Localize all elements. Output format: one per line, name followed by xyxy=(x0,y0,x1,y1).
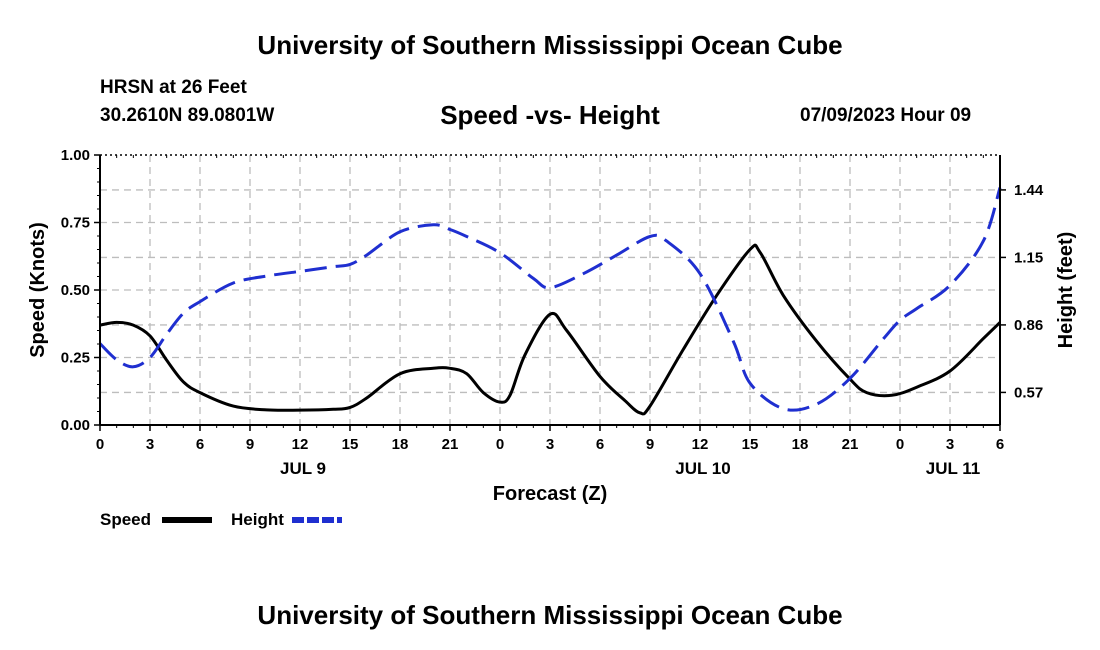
x-tick-label: 6 xyxy=(196,436,204,453)
x-tick-label: 0 xyxy=(496,436,504,453)
forecast-date: 07/09/2023 Hour 09 xyxy=(800,105,972,126)
series-line-height xyxy=(98,187,1002,412)
day-label: JUL 10 xyxy=(675,459,730,478)
footer-title: University of Southern Mississippi Ocean… xyxy=(257,600,843,630)
y-tick-label: 0.25 xyxy=(61,350,90,367)
x-tick-label: 12 xyxy=(692,436,709,453)
x-tick-label: 3 xyxy=(146,436,154,453)
axes xyxy=(94,154,1006,431)
y2-axis-title: Height (feet) xyxy=(1055,232,1077,349)
day-label: JUL 9 xyxy=(280,459,326,478)
x-tick-label: 21 xyxy=(842,436,859,453)
x-tick-label: 18 xyxy=(392,436,409,453)
legend-label-height: Height xyxy=(231,510,284,529)
y2-tick-label: 0.57 xyxy=(1014,384,1043,401)
speed-height-chart: 0 3 6 9 12 15 18 21 0 3 6 9 12 15 18 21 0 3 6 0.00 0.25 0.50 0… xyxy=(27,147,1077,529)
x-tick-label: 6 xyxy=(996,436,1004,453)
x-tick-label: 18 xyxy=(792,436,809,453)
station-label: HRSN at 26 Feet xyxy=(100,77,247,98)
x-tick-label: 9 xyxy=(246,436,254,453)
y2-tick-label: 1.15 xyxy=(1014,249,1043,266)
axis-labels: 0 3 6 9 12 15 18 21 0 3 6 9 12 15 18 21 0 3 6 0.00 0.25 0.50 0… xyxy=(27,147,1077,505)
y2-tick-label: 1.44 xyxy=(1014,182,1044,199)
x-tick-label: 6 xyxy=(596,436,604,453)
y-tick-label: 0.00 xyxy=(61,417,90,434)
x-tick-label: 9 xyxy=(646,436,654,453)
x-axis-title: Forecast (Z) xyxy=(493,483,607,505)
y-axis-title: Speed (Knots) xyxy=(27,222,49,358)
x-tick-label: 3 xyxy=(546,436,554,453)
series-layer xyxy=(98,187,1002,416)
x-tick-label: 15 xyxy=(742,436,759,453)
x-tick-label: 0 xyxy=(896,436,904,453)
x-tick-label: 21 xyxy=(442,436,459,453)
x-tick-label: 0 xyxy=(96,436,104,453)
page-title: University of Southern Mississippi Ocean… xyxy=(257,30,843,60)
y-tick-label: 0.75 xyxy=(61,215,90,232)
chart-subtitle: Speed -vs- Height xyxy=(440,100,660,130)
y-tick-label: 0.50 xyxy=(61,282,90,299)
legend-label-speed: Speed xyxy=(100,510,151,529)
series-line-speed xyxy=(99,243,1002,416)
x-tick-label: 15 xyxy=(342,436,359,453)
day-label: JUL 11 xyxy=(926,459,981,478)
x-tick-label: 3 xyxy=(946,436,954,453)
grid xyxy=(100,155,1000,425)
y-tick-label: 1.00 xyxy=(61,147,90,164)
station-coordinates: 30.2610N 89.0801W xyxy=(100,105,275,126)
x-tick-label: 12 xyxy=(292,436,309,453)
y2-tick-label: 0.86 xyxy=(1014,317,1043,334)
legend: Speed Height xyxy=(100,510,342,529)
